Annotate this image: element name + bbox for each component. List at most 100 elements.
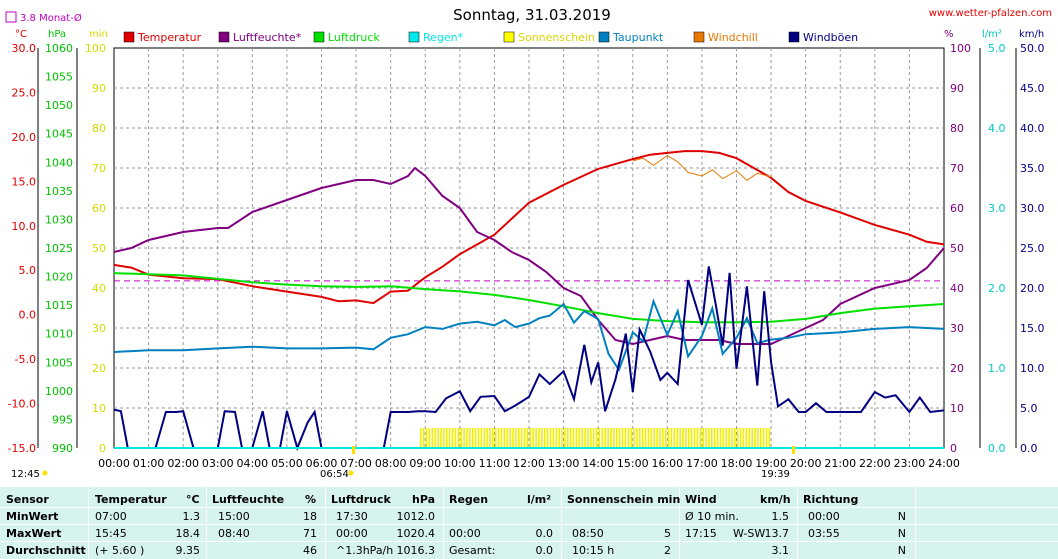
x-axis-tick: 19:00: [755, 457, 787, 470]
x-axis-tick: 23:00: [894, 457, 926, 470]
stat-rain-time: Gesamt:: [449, 544, 496, 557]
stats-divider: [0, 524, 1058, 525]
x-axis-tick: 07:00: [340, 457, 372, 470]
header-wind: Wind: [685, 493, 717, 506]
sunshine-bar: [702, 428, 704, 448]
sunshine-bar: [639, 428, 641, 448]
x-axis-tick: 08:00: [375, 457, 407, 470]
stat-dir: N: [897, 510, 906, 523]
sunshine-axis-tick: 100: [85, 42, 106, 55]
sunshine-bar: [552, 428, 555, 448]
stat-hum: 18: [303, 510, 317, 523]
sunshine-bar: [624, 428, 627, 448]
legend-swatch: [123, 31, 135, 43]
sunshine-bar: [633, 428, 635, 448]
daylight-sun-icon: [42, 470, 48, 476]
sunshine-bar: [604, 428, 607, 448]
pressure-axis-tick: 1035: [45, 185, 73, 198]
sunshine-bar: [515, 428, 517, 448]
x-axis-tick: 06:00: [306, 457, 338, 470]
sunshine-bar: [512, 428, 514, 448]
pressure-axis-tick: 1055: [45, 71, 73, 84]
stat-press: 1020.4: [396, 527, 436, 540]
sunshine-bar: [569, 428, 572, 448]
wind-axis-tick: 15.0: [1020, 322, 1045, 335]
sunshine-bar: [693, 428, 696, 448]
legend-swatch: [313, 31, 325, 43]
sunshine-bar: [644, 428, 647, 448]
sunshine-bar: [590, 428, 592, 448]
header-humidity-unit: %: [305, 493, 317, 506]
pressure-axis-tick: 990: [52, 442, 73, 455]
sunshine-bar: [469, 428, 471, 448]
legend-swatch: [218, 31, 230, 43]
stats-divider: [0, 507, 1058, 508]
stat-wind-time: 17:15: [685, 527, 717, 540]
daylight-label: 12:45: [11, 469, 40, 480]
humidity-axis-tick: 30: [950, 322, 964, 335]
sunshine-bar: [541, 428, 543, 448]
header-pressure-unit: hPa: [412, 493, 436, 506]
sunshine-bar: [696, 428, 699, 448]
unit-rain: l/m²: [982, 29, 1002, 40]
legend-swatch: [598, 31, 610, 43]
sunshine-axis-tick: 30: [92, 322, 106, 335]
header-sensor: Sensor: [6, 493, 49, 506]
pressure-axis-tick: 1050: [45, 99, 73, 112]
legend-label: Windchill: [708, 31, 758, 44]
stat-temp-time: 15:45: [95, 527, 127, 540]
stat-wind-dir: W-SW: [733, 527, 766, 540]
sunshine-bar: [578, 428, 581, 448]
sunshine-bar: [662, 428, 664, 448]
x-axis-tick: 05:00: [271, 457, 303, 470]
sunshine-bar: [610, 428, 612, 448]
legend-label: Luftdruck: [328, 31, 380, 44]
x-axis-tick: 04:00: [236, 457, 268, 470]
stat-dir-time: 03:55: [808, 527, 840, 540]
sunshine-bar: [434, 428, 437, 448]
sunshine-bar: [471, 428, 474, 448]
stats-divider: [88, 486, 89, 559]
sunshine-axis-tick: 90: [92, 82, 106, 95]
stat-temp: 1.3: [182, 510, 201, 523]
site-link[interactable]: www.wetter-pfalzen.com: [929, 8, 1052, 19]
temperature-axis-tick: 0.0: [19, 309, 37, 322]
series-lines: [113, 150, 945, 452]
sunshine-bar: [664, 428, 667, 448]
sunshine-bar: [719, 428, 722, 448]
stat-rain-time: 00:00: [449, 527, 481, 540]
rain-axis-tick: 5.0: [988, 42, 1006, 55]
sunshine-bar: [768, 428, 771, 448]
sunshine-axis-tick: 40: [92, 282, 106, 295]
stat-hum: 46: [303, 544, 317, 557]
legend-label: Sonnenschein: [518, 31, 595, 44]
humidity-axis-tick: 0: [950, 442, 957, 455]
legend-swatch: [408, 31, 420, 43]
unit-pressure: hPa: [48, 29, 66, 40]
stat-hum-time: 15:00: [218, 510, 250, 523]
unit-wind: km/h: [1019, 29, 1044, 40]
sunshine-bar: [494, 428, 497, 448]
stats-divider: [679, 486, 680, 559]
sunshine-bar: [535, 428, 537, 448]
sunshine-bar: [518, 428, 520, 448]
sunshine-bar: [670, 428, 673, 448]
sunshine-bar: [445, 428, 448, 448]
pressure-axis-tick: 1030: [45, 213, 73, 226]
sunshine-bar: [520, 428, 523, 448]
stat-press-time: 17:30: [336, 510, 368, 523]
legend-label: Temperatur: [137, 31, 202, 44]
sunshine-bar: [564, 428, 566, 448]
sunshine-bar: [615, 428, 618, 448]
sunshine-axis-tick: 70: [92, 162, 106, 175]
sunshine-bar: [529, 428, 532, 448]
pressure-axis-tick: 1005: [45, 356, 73, 369]
wind-axis-tick: 25.0: [1020, 242, 1045, 255]
header-sunshine: Sonnenschein min: [567, 493, 681, 506]
sunshine-bar: [532, 428, 535, 448]
sunshine-bar: [757, 428, 759, 448]
stat-press: 1012.0: [396, 510, 436, 523]
sunshine-bar: [474, 428, 477, 448]
x-axis-tick: 18:00: [721, 457, 753, 470]
stat-sun: 5: [664, 527, 671, 540]
